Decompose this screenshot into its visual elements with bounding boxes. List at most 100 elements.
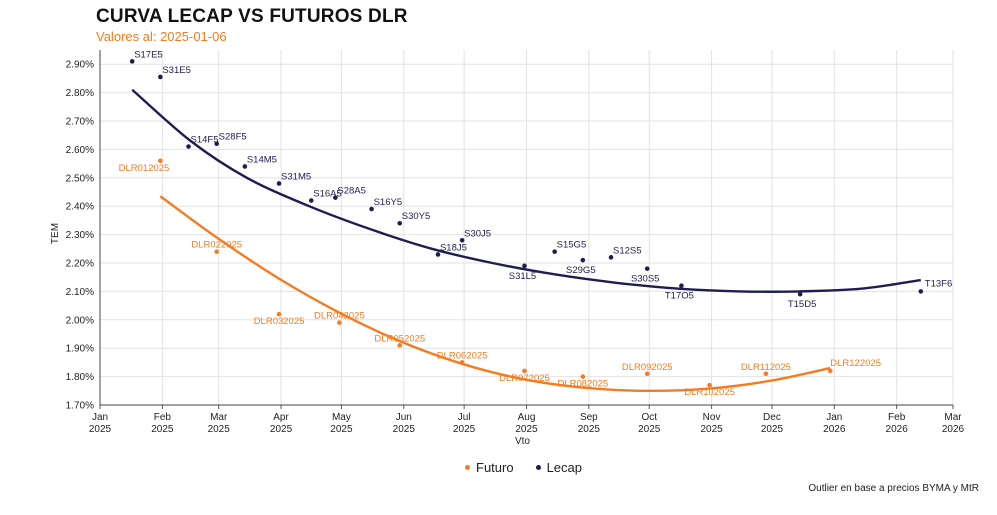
- x-tick-label: 2026: [823, 424, 846, 435]
- x-tick-label: Sep: [580, 412, 598, 423]
- data-point-lecap: [459, 237, 465, 243]
- data-label-futuro: DLR032025: [254, 316, 305, 327]
- x-tick-label: 2025: [638, 424, 661, 435]
- data-point-lecap: [333, 195, 338, 200]
- x-tick-label: 2025: [761, 424, 784, 435]
- x-tick-label: 2025: [700, 424, 723, 435]
- x-tick-label: Aug: [518, 412, 536, 423]
- data-point-lecap: [644, 266, 650, 271]
- data-point-lecap: [918, 289, 924, 294]
- data-point-lecap: [186, 144, 191, 149]
- legend-label-lecap: Lecap: [546, 460, 582, 475]
- x-tick-label: 2026: [942, 424, 965, 435]
- data-point-lecap: [214, 141, 219, 147]
- x-tick-label: 2025: [453, 424, 476, 435]
- data-label-futuro: DLR022025: [191, 240, 242, 251]
- y-tick-label: 2.30%: [66, 230, 94, 241]
- data-point-lecap: [797, 291, 803, 297]
- y-tick-label: 2.20%: [66, 259, 94, 270]
- x-tick-label: 2026: [886, 424, 909, 435]
- data-label-futuro: DLR102025: [684, 387, 735, 398]
- data-label-futuro: DLR112025: [741, 362, 791, 373]
- data-label-lecap: S29G5: [566, 265, 596, 276]
- data-point-futuro: [214, 249, 219, 254]
- data-point-lecap: [552, 249, 557, 254]
- data-point-futuro: [707, 382, 712, 388]
- chart-legend: Futuro Lecap: [465, 460, 582, 475]
- data-label-lecap: S31E5: [162, 65, 191, 76]
- data-label-lecap: S12S5: [613, 245, 642, 256]
- y-tick-label: 1.80%: [66, 372, 94, 383]
- legend-marker-lecap: [535, 465, 541, 470]
- data-label-lecap: S30Y5: [402, 211, 431, 222]
- data-point-futuro: [580, 374, 586, 379]
- data-label-futuro: DLR122025: [830, 358, 881, 369]
- data-label-lecap: S18J5: [440, 242, 467, 253]
- data-point-lecap: [276, 181, 282, 186]
- data-label-lecap: S15G5: [557, 240, 587, 251]
- x-axis-title: Vto: [515, 436, 530, 447]
- data-label-lecap: S30J5: [464, 228, 491, 239]
- data-label-lecap: S14M5: [247, 154, 277, 165]
- data-point-lecap: [580, 257, 586, 263]
- data-label-futuro: DLR062025: [437, 350, 488, 361]
- y-tick-label: 2.60%: [66, 145, 94, 156]
- data-label-lecap: S16Y5: [374, 197, 403, 208]
- x-tick-label: Mar: [944, 412, 962, 423]
- y-tick-label: 2.40%: [66, 202, 94, 213]
- data-point-futuro: [522, 368, 527, 374]
- data-label-futuro: DLR042025: [314, 311, 365, 322]
- y-tick-label: 2.00%: [66, 315, 94, 326]
- data-point-lecap: [608, 255, 614, 260]
- x-tick-label: 2025: [151, 424, 174, 435]
- data-label-lecap: T15D5: [788, 299, 817, 310]
- y-tick-label: 2.10%: [66, 287, 94, 298]
- data-label-futuro: DLR092025: [622, 362, 673, 373]
- chart-footnote: Outlier en base a precios BYMA y MtR: [808, 483, 979, 494]
- y-tick-label: 1.90%: [66, 344, 94, 355]
- data-point-lecap: [435, 252, 441, 257]
- y-tick-label: 2.50%: [66, 173, 94, 184]
- data-point-futuro: [397, 343, 403, 348]
- data-label-lecap: S17E5: [134, 49, 163, 60]
- x-tick-label: 2025: [89, 424, 112, 435]
- data-label-lecap: S30S5: [631, 274, 660, 285]
- data-point-lecap: [308, 198, 314, 203]
- x-tick-label: Dec: [763, 412, 781, 423]
- legend-label-futuro: Futuro: [476, 460, 514, 475]
- x-tick-label: Jul: [458, 412, 471, 423]
- data-point-futuro: [644, 371, 650, 377]
- x-tick-label: 2025: [578, 424, 601, 435]
- data-label-futuro: DLR082025: [557, 379, 608, 390]
- data-point-futuro: [158, 158, 163, 164]
- chart-title: CURVA LECAP VS FUTUROS DLR: [96, 6, 408, 27]
- data-label-lecap: S31L5: [509, 271, 536, 282]
- data-point-lecap: [522, 263, 527, 269]
- x-tick-label: Jan: [826, 412, 842, 423]
- y-tick-label: 2.90%: [66, 60, 94, 71]
- data-label-lecap: T13F6: [925, 278, 952, 289]
- x-tick-label: Nov: [703, 412, 721, 423]
- data-label-lecap: T17O5: [665, 291, 694, 302]
- data-point-lecap: [369, 206, 374, 212]
- x-tick-label: Feb: [154, 412, 172, 423]
- data-label-futuro: DLR052025: [374, 333, 425, 344]
- data-label-lecap: S28F5: [219, 132, 247, 143]
- trendline-futuro: [159, 195, 831, 393]
- x-tick-label: 2025: [330, 424, 353, 435]
- legend-marker-futuro: [465, 465, 470, 470]
- data-point-futuro: [459, 360, 465, 365]
- chart-subtitle: Valores al: 2025-01-06: [96, 29, 227, 44]
- data-point-lecap: [242, 164, 248, 169]
- y-tick-label: 1.70%: [66, 401, 94, 412]
- data-label-lecap: S28A5: [337, 186, 366, 197]
- y-axis-title: TEM: [50, 223, 61, 244]
- data-point-lecap: [397, 220, 403, 226]
- x-tick-label: Jun: [396, 412, 412, 423]
- data-label-futuro: DLR072025: [499, 373, 550, 384]
- legend-item-lecap: Lecap: [535, 460, 582, 475]
- x-tick-label: 2025: [393, 424, 416, 435]
- data-point-futuro: [763, 371, 769, 377]
- data-point-futuro: [276, 311, 282, 317]
- data-point-futuro: [337, 320, 342, 325]
